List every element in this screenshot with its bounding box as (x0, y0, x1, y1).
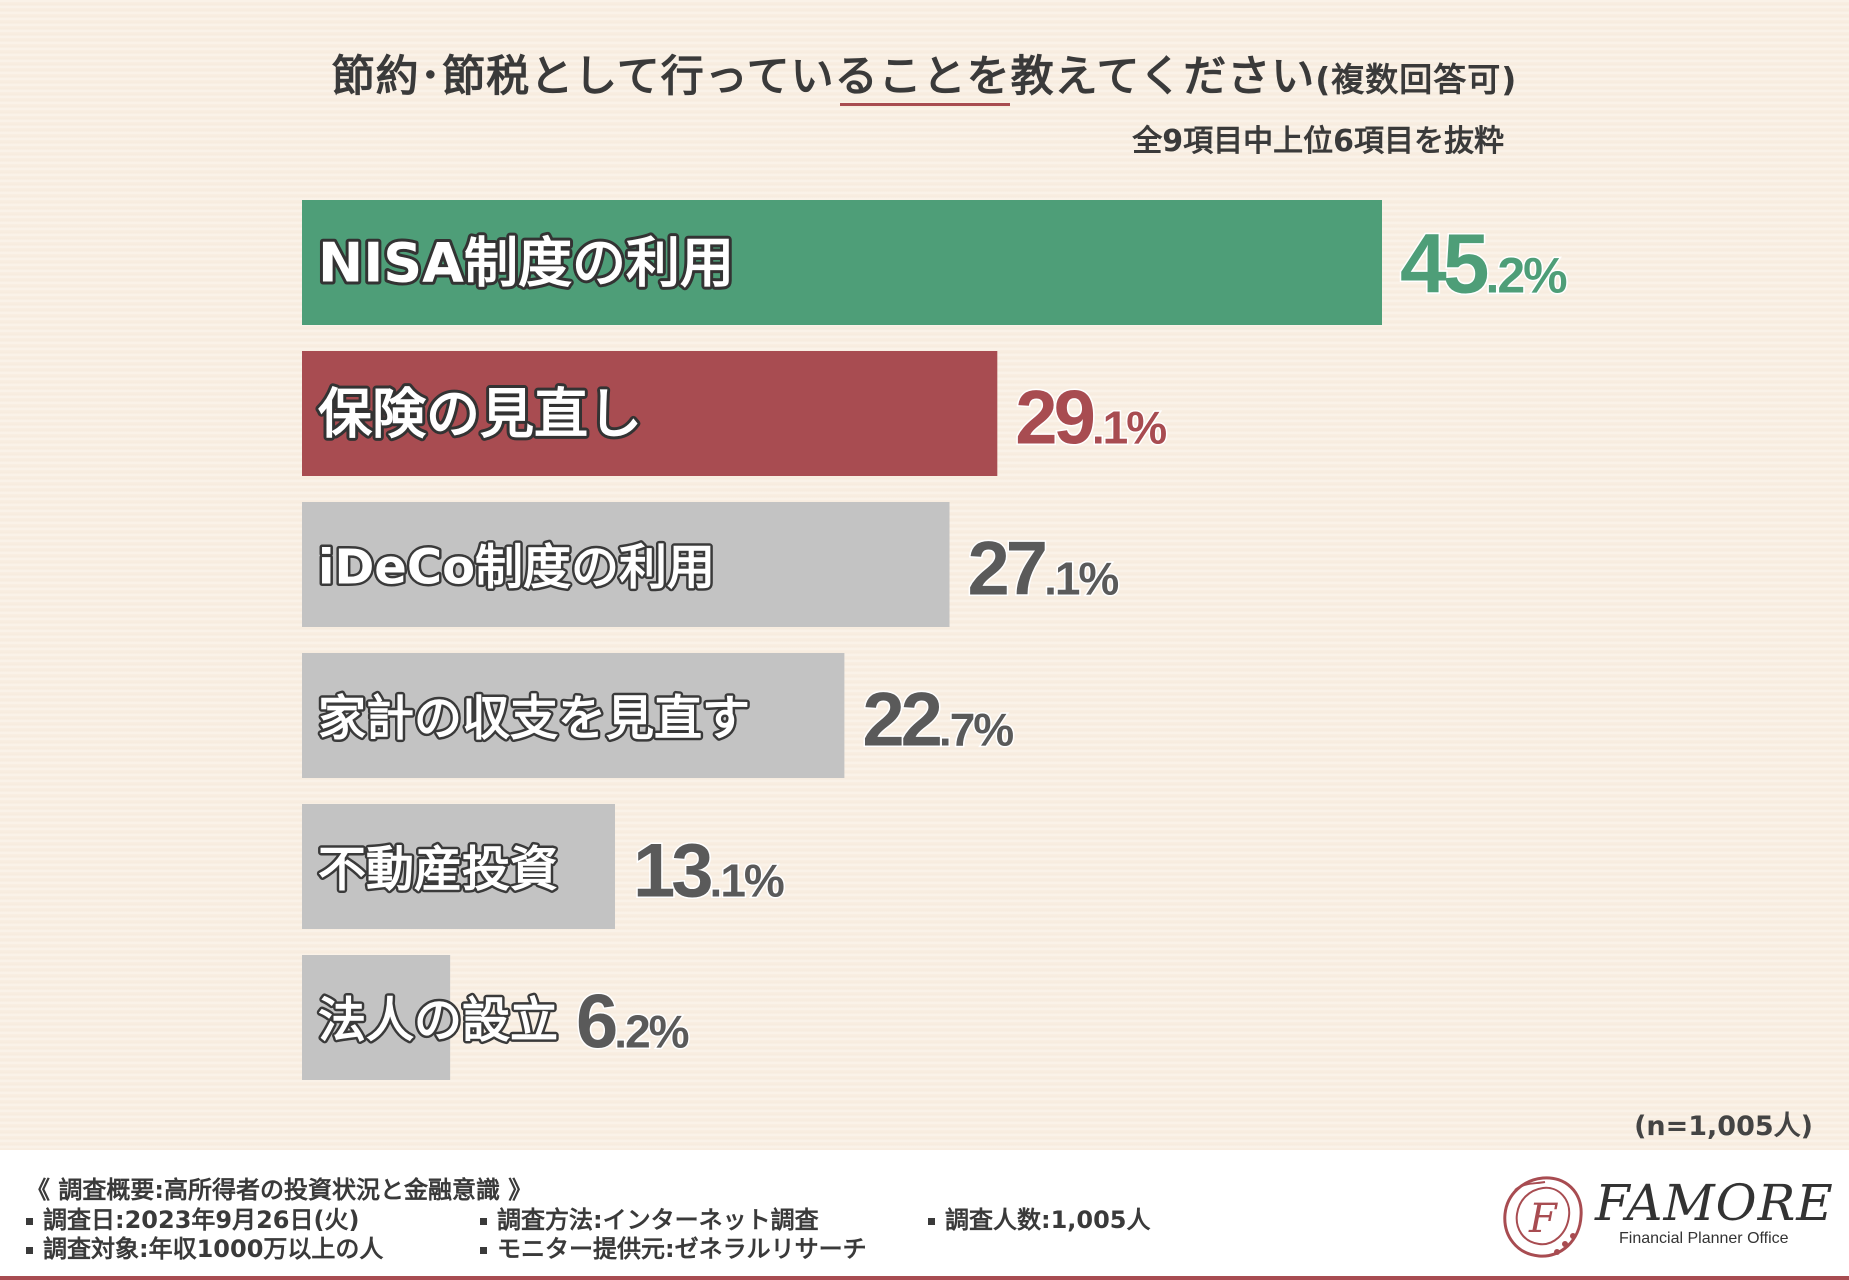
bar-label-4: 不動産投資 (318, 842, 558, 898)
bullet-icon (480, 1246, 487, 1254)
famore-logo: F FAMORE Financial Planner Office (1495, 1170, 1833, 1265)
bar-1 (302, 351, 998, 476)
value-label-1: 29.1% (1015, 376, 1166, 461)
survey-method-item: 調査方法:インターネット調査 (480, 1200, 819, 1235)
value-int-1: 29 (1015, 376, 1093, 461)
bar-0 (302, 200, 1382, 325)
value-dec-3: .7% (939, 704, 1013, 756)
title-underline (840, 103, 1010, 106)
bar-3 (302, 653, 845, 778)
survey-overview: 《 調査概要:高所得者の投資状況と金融意識 》 (26, 1176, 533, 1204)
bullet-icon (26, 1246, 33, 1254)
bullet-icon (480, 1217, 487, 1225)
chart-title-paren: (複数回答可) (1315, 60, 1518, 99)
logo-name: FAMORE (1595, 1174, 1834, 1232)
bullet-icon (26, 1217, 33, 1225)
bar-label-0: NISA制度の利用 (318, 232, 734, 295)
logo-monogram: F (1528, 1196, 1558, 1242)
survey-target: 調査対象:年収1000万以上の人 (43, 1235, 384, 1263)
value-int-5: 6 (576, 980, 616, 1065)
survey-date: 調査日:2023年9月26日(火) (43, 1206, 360, 1234)
value-int-2: 27 (968, 527, 1045, 612)
survey-target-item: 調査対象:年収1000万以上の人 (26, 1229, 383, 1264)
bar-label-3: 家計の収支を見直す (318, 691, 750, 747)
value-dec-5: .2% (614, 1006, 688, 1058)
value-dec-2: .1% (1044, 553, 1118, 605)
sample-size: (n=1,005人) (1634, 1111, 1813, 1142)
bar-2 (302, 502, 950, 627)
survey-provider-item: モニター提供元:ゼネラルリサーチ (480, 1229, 867, 1264)
survey-provider: モニター提供元:ゼネラルリサーチ (497, 1235, 867, 1263)
value-dec-0: .2% (1485, 248, 1567, 304)
bar-label-1: 保険の見直し (318, 383, 642, 446)
chart-title-main: 節約･節税として行っていることを教えてください (331, 52, 1316, 102)
chart-subtitle: 全9項目中上位6項目を抜粋 (1132, 124, 1504, 159)
bar-4 (302, 804, 616, 929)
survey-count-item: 調査人数:1,005人 (928, 1200, 1151, 1235)
bar-label-2: iDeCo制度の利用 (318, 540, 715, 596)
bar-5 (302, 955, 451, 1080)
bar-label-5: 法人の設立 (318, 993, 558, 1049)
value-int-4: 13 (633, 829, 711, 914)
footer-divider (0, 1276, 1849, 1280)
value-label-5: 6.2% (576, 980, 689, 1065)
value-label-3: 22.7% (862, 678, 1013, 763)
value-label-4: 13.1% (633, 829, 784, 914)
value-label-0: 45.2% (1400, 217, 1567, 311)
survey-count: 調査人数:1,005人 (945, 1206, 1151, 1234)
survey-date-item: 調査日:2023年9月26日(火) (26, 1200, 359, 1235)
bullet-icon (928, 1217, 935, 1225)
value-label-2: 27.1% (968, 527, 1119, 612)
logo-tagline: Financial Planner Office (1619, 1230, 1789, 1247)
survey-footer: 《 調査概要:高所得者の投資状況と金融意識 》 調査日:2023年9月26日(火… (0, 1150, 1849, 1280)
rose-emblem-icon: F (1503, 1176, 1583, 1258)
survey-method: 調査方法:インターネット調査 (497, 1206, 819, 1234)
chart-title: 節約･節税として行っていることを教えてください(複数回答可) (0, 42, 1849, 104)
value-int-3: 22 (862, 678, 940, 763)
value-dec-4: .1% (710, 855, 784, 907)
value-int-0: 45 (1400, 217, 1488, 311)
value-dec-1: .1% (1092, 402, 1166, 454)
